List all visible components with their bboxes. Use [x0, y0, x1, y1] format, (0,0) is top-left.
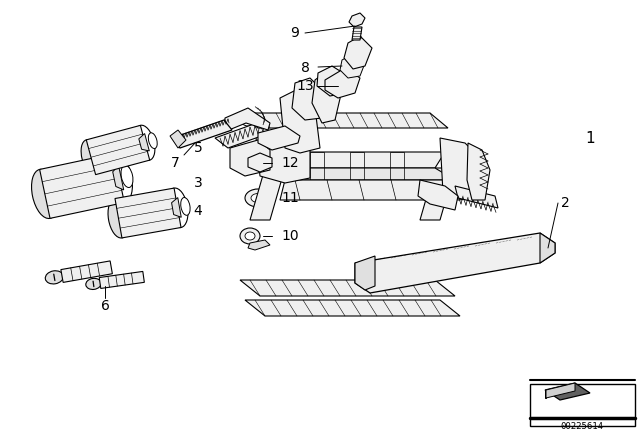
Polygon shape [292, 78, 325, 120]
Ellipse shape [334, 78, 350, 92]
Ellipse shape [299, 92, 317, 108]
Ellipse shape [242, 150, 262, 166]
Polygon shape [248, 153, 272, 172]
Polygon shape [546, 383, 575, 398]
Text: 8: 8 [301, 61, 309, 75]
Polygon shape [325, 68, 360, 98]
Polygon shape [280, 180, 455, 200]
Ellipse shape [359, 271, 371, 281]
Polygon shape [245, 300, 460, 316]
Polygon shape [420, 168, 455, 220]
Polygon shape [139, 134, 149, 151]
Polygon shape [355, 233, 555, 293]
Polygon shape [113, 165, 124, 190]
Ellipse shape [449, 161, 471, 179]
Polygon shape [440, 138, 480, 200]
Polygon shape [312, 70, 342, 123]
Polygon shape [172, 120, 232, 148]
Polygon shape [230, 140, 270, 176]
Ellipse shape [241, 114, 255, 126]
Ellipse shape [167, 188, 188, 228]
Polygon shape [40, 154, 124, 218]
Polygon shape [248, 240, 270, 250]
Ellipse shape [240, 228, 260, 244]
Text: 9: 9 [291, 26, 300, 40]
Text: 2: 2 [561, 196, 570, 210]
Text: 13: 13 [296, 79, 314, 93]
Ellipse shape [534, 243, 546, 253]
Text: 5: 5 [194, 141, 202, 155]
Ellipse shape [108, 198, 129, 238]
Ellipse shape [427, 185, 447, 201]
Ellipse shape [245, 232, 255, 240]
Polygon shape [545, 383, 590, 400]
Polygon shape [355, 256, 375, 290]
Text: 3: 3 [194, 176, 202, 190]
Ellipse shape [135, 125, 155, 160]
Polygon shape [240, 280, 455, 296]
Polygon shape [467, 143, 490, 200]
Ellipse shape [106, 154, 132, 202]
Ellipse shape [180, 198, 190, 215]
Ellipse shape [245, 189, 271, 207]
Polygon shape [349, 13, 365, 27]
Polygon shape [540, 233, 555, 263]
Ellipse shape [270, 134, 286, 146]
Bar [530, 384, 635, 426]
Text: 12: 12 [281, 156, 299, 170]
Polygon shape [340, 53, 365, 78]
Text: 1: 1 [585, 130, 595, 146]
Ellipse shape [86, 278, 101, 289]
Text: 7: 7 [171, 156, 179, 170]
Polygon shape [99, 271, 145, 289]
Polygon shape [115, 188, 181, 238]
Ellipse shape [254, 159, 266, 168]
Text: 4: 4 [194, 204, 202, 218]
Polygon shape [344, 36, 372, 69]
Polygon shape [352, 27, 362, 40]
Ellipse shape [251, 194, 265, 202]
Text: 11: 11 [281, 191, 299, 205]
Polygon shape [240, 113, 448, 128]
Polygon shape [215, 120, 278, 148]
Polygon shape [455, 186, 498, 208]
Ellipse shape [148, 133, 157, 149]
Text: 10: 10 [281, 229, 299, 243]
Polygon shape [258, 126, 300, 150]
Text: 00225614: 00225614 [561, 422, 604, 431]
Polygon shape [255, 122, 310, 183]
Ellipse shape [121, 165, 133, 188]
Polygon shape [545, 390, 546, 398]
Polygon shape [61, 261, 113, 282]
Polygon shape [280, 88, 320, 153]
Polygon shape [250, 168, 285, 220]
Polygon shape [172, 198, 181, 217]
Polygon shape [170, 130, 186, 148]
Ellipse shape [81, 140, 101, 175]
Ellipse shape [346, 60, 360, 72]
Text: 6: 6 [100, 299, 109, 313]
Polygon shape [86, 125, 150, 175]
Polygon shape [418, 180, 458, 210]
Polygon shape [224, 108, 270, 132]
Ellipse shape [325, 75, 339, 87]
Ellipse shape [31, 169, 58, 219]
Ellipse shape [45, 271, 63, 284]
Ellipse shape [271, 144, 293, 162]
Polygon shape [317, 66, 348, 96]
Polygon shape [265, 152, 445, 168]
Polygon shape [265, 168, 455, 180]
